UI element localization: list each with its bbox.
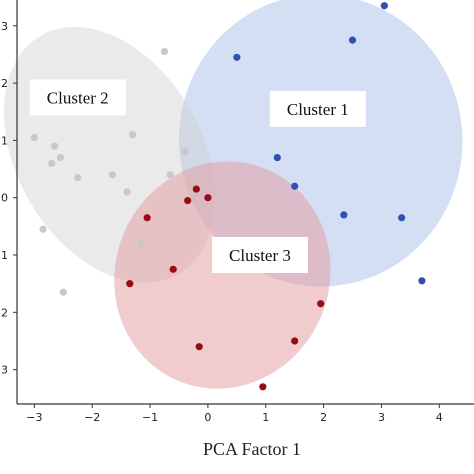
cluster-2-point	[160, 47, 169, 56]
y-tick-label: 1	[1, 134, 8, 147]
cluster-3-point	[192, 185, 200, 193]
cluster-2-label-box	[29, 79, 126, 116]
cluster-2-point	[137, 239, 145, 248]
x-tick-label: −3	[26, 411, 42, 424]
cluster-3-point	[291, 337, 299, 345]
cluster-3-point	[126, 280, 134, 288]
x-tick-label: 3	[378, 411, 385, 424]
cluster-1-point	[233, 53, 241, 61]
cluster-3-label-box	[211, 237, 308, 274]
x-axis-title: PCA Factor 1	[203, 439, 301, 459]
data-points	[30, 2, 426, 391]
x-tick-label: 2	[320, 411, 327, 424]
cluster-1-point	[380, 2, 388, 10]
cluster-1-point	[291, 182, 299, 190]
cluster-3-point	[259, 383, 267, 391]
cluster-2-point	[181, 148, 189, 156]
cluster-3-point	[143, 214, 151, 222]
axes: −3 −2 −1 0 1 2 3 4 3 2 1 0 1 2 3	[1, 0, 474, 424]
cluster-2-point	[129, 131, 137, 139]
cluster-2-point	[39, 225, 47, 233]
cluster-3-ellipse	[114, 161, 331, 389]
cluster-3-point	[195, 343, 203, 351]
y-tick-label: 3	[1, 364, 8, 377]
y-tick-label: 2	[1, 306, 8, 319]
cluster-2-point	[30, 133, 38, 142]
cluster-2-point	[51, 142, 59, 150]
y-tick-label: 2	[1, 77, 8, 90]
cluster-3-point	[317, 300, 325, 308]
x-tick-label: 1	[262, 411, 269, 424]
cluster-1-point	[418, 277, 426, 285]
cluster-1-point	[340, 211, 348, 219]
cluster-2-point	[59, 288, 67, 296]
cluster-3-point	[184, 196, 192, 205]
cluster-2-point	[166, 171, 174, 179]
cluster-ellipses	[3, 0, 463, 389]
y-tick-label: 1	[1, 249, 8, 262]
cluster-2-label: Cluster 2	[47, 88, 109, 107]
x-tick-label: 0	[204, 411, 211, 424]
cluster-1-point	[398, 214, 406, 222]
cluster-1-label-box	[269, 90, 366, 127]
cluster-3-point	[169, 265, 177, 273]
cluster-1-label: Cluster 1	[287, 100, 349, 119]
cluster-1-point	[348, 36, 357, 44]
cluster-2-point	[108, 171, 117, 179]
cluster-3-label: Cluster 3	[229, 246, 291, 265]
cluster-2-point	[74, 174, 82, 182]
cluster-2-point	[56, 153, 64, 162]
cluster-3-point	[204, 194, 212, 202]
x-tick-label: −2	[84, 411, 100, 424]
y-tick-label: 3	[1, 20, 8, 33]
y-tick-label: 0	[1, 192, 8, 205]
cluster-2-point	[123, 188, 131, 196]
x-tick-label: 4	[436, 411, 443, 424]
x-tick-label: −1	[142, 411, 158, 424]
cluster-1-point	[273, 153, 281, 162]
cluster-2-point	[48, 159, 56, 167]
cluster-labels: Cluster 1 Cluster 2 Cluster 3	[29, 79, 366, 274]
